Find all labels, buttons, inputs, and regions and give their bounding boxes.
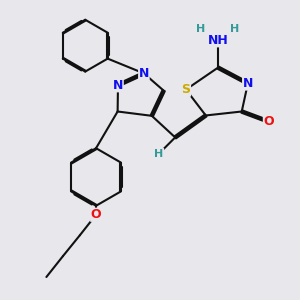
Text: O: O <box>91 208 101 221</box>
Text: N: N <box>243 77 253 90</box>
Text: S: S <box>182 83 190 96</box>
Text: NH: NH <box>208 34 228 47</box>
Text: H: H <box>230 25 239 34</box>
Text: H: H <box>154 148 164 159</box>
Text: N: N <box>113 79 123 92</box>
Text: O: O <box>263 115 274 128</box>
Text: N: N <box>139 67 149 80</box>
Text: H: H <box>196 25 205 34</box>
